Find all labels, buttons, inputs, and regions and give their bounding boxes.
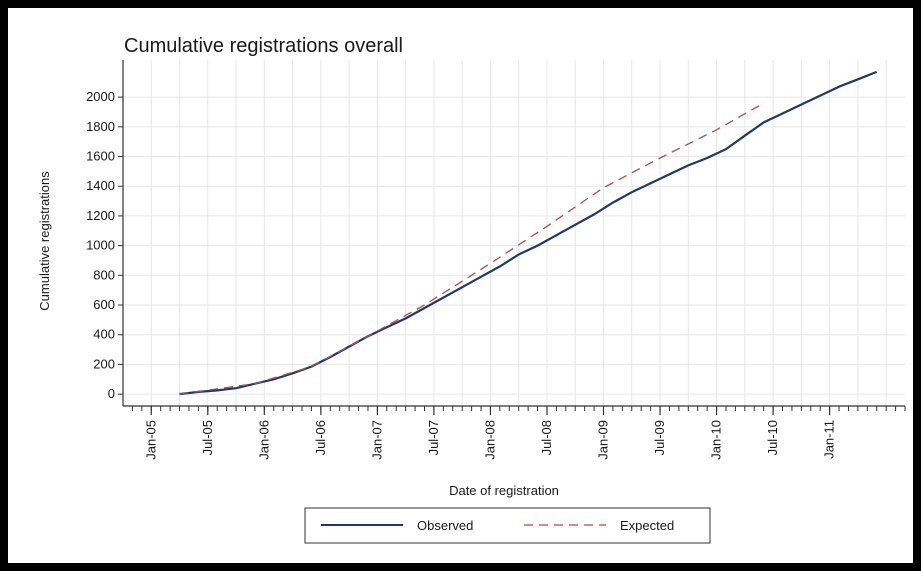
x-tick-label: Jan-09 — [596, 420, 611, 460]
x-tick-label: Jul-05 — [200, 420, 215, 455]
x-tick-label: Jul-06 — [313, 420, 328, 455]
axis-layer: 0 200 400 600 800 1000 1200 1400 1600 1800 2000 Jan… — [86, 60, 906, 460]
chart-svg: Cumulative registrations overall 0 200 400… — [8, 8, 913, 563]
x-tick-label: Jan-05 — [143, 420, 158, 460]
x-tick-label: Jan-07 — [369, 420, 384, 460]
x-tick-label: Jul-08 — [539, 420, 554, 455]
legend-expected-label: Expected — [620, 518, 674, 533]
series-line-expected — [179, 102, 765, 395]
y-tick-label: 1400 — [86, 178, 115, 193]
x-tick-label: Jul-07 — [426, 420, 441, 455]
x-tick-label: Jul-10 — [765, 420, 780, 455]
y-tick-label: 1200 — [86, 208, 115, 223]
y-tick-label: 800 — [93, 267, 115, 282]
x-tick-label: Jul-09 — [652, 420, 667, 455]
x-tick-label: Jan-11 — [822, 420, 837, 459]
x-tick-label: Jan-10 — [709, 420, 724, 460]
x-axis-label: Date of registration — [449, 483, 559, 498]
series-line-observed — [179, 70, 878, 396]
y-tick-label: 2000 — [86, 89, 115, 104]
series-layer — [179, 70, 878, 396]
chart-frame: Cumulative registrations overall 0 200 400… — [8, 8, 913, 563]
y-tick-label: 1000 — [86, 238, 115, 253]
y-tick-label: 600 — [93, 297, 115, 312]
y-tick-label: 1600 — [86, 149, 115, 164]
y-tick-label: 0 — [108, 386, 115, 401]
y-tick-label: 1800 — [86, 119, 115, 134]
y-tick-label: 200 — [93, 356, 115, 371]
y-tick-label: 400 — [93, 327, 115, 342]
x-tick-label: Jan-06 — [256, 420, 271, 460]
chart-title: Cumulative registrations overall — [124, 35, 403, 57]
legend-observed-label: Observed — [417, 518, 473, 533]
chart-background — [8, 8, 913, 563]
x-tick-label: Jan-08 — [482, 420, 497, 460]
legend: Observed Expected — [304, 507, 711, 544]
y-axis-label: Cumulative registrations — [37, 171, 52, 311]
